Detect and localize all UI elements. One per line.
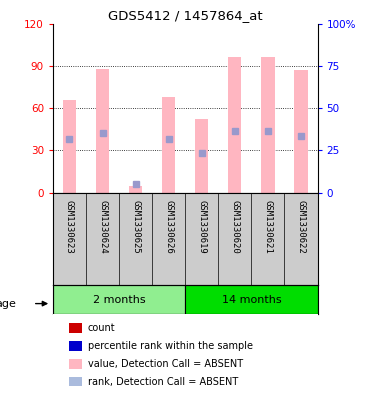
- Text: percentile rank within the sample: percentile rank within the sample: [88, 341, 253, 351]
- Text: GSM1330625: GSM1330625: [131, 200, 140, 254]
- Text: GSM1330620: GSM1330620: [230, 200, 239, 254]
- Text: count: count: [88, 323, 115, 333]
- Bar: [69, 323, 81, 333]
- Text: 2 months: 2 months: [93, 295, 145, 305]
- Bar: [185, 285, 318, 314]
- Bar: [96, 69, 109, 193]
- Text: GSM1330622: GSM1330622: [296, 200, 306, 254]
- Bar: [69, 359, 81, 369]
- Text: GSM1330623: GSM1330623: [65, 200, 74, 254]
- Bar: [195, 119, 208, 193]
- Text: rank, Detection Call = ABSENT: rank, Detection Call = ABSENT: [88, 376, 238, 387]
- Text: GSM1330619: GSM1330619: [197, 200, 206, 254]
- Text: GSM1330621: GSM1330621: [264, 200, 272, 254]
- Text: 14 months: 14 months: [222, 295, 281, 305]
- Title: GDS5412 / 1457864_at: GDS5412 / 1457864_at: [108, 9, 262, 22]
- Bar: [228, 57, 242, 193]
- Text: GSM1330626: GSM1330626: [164, 200, 173, 254]
- Bar: [162, 97, 175, 193]
- Text: GSM1330624: GSM1330624: [98, 200, 107, 254]
- Bar: [295, 70, 308, 193]
- Bar: [69, 341, 81, 351]
- Text: age: age: [0, 299, 16, 309]
- Bar: [69, 377, 81, 386]
- Bar: [53, 285, 185, 314]
- Bar: [261, 57, 274, 193]
- Bar: [63, 99, 76, 193]
- Text: value, Detection Call = ABSENT: value, Detection Call = ABSENT: [88, 359, 243, 369]
- Bar: [129, 185, 142, 193]
